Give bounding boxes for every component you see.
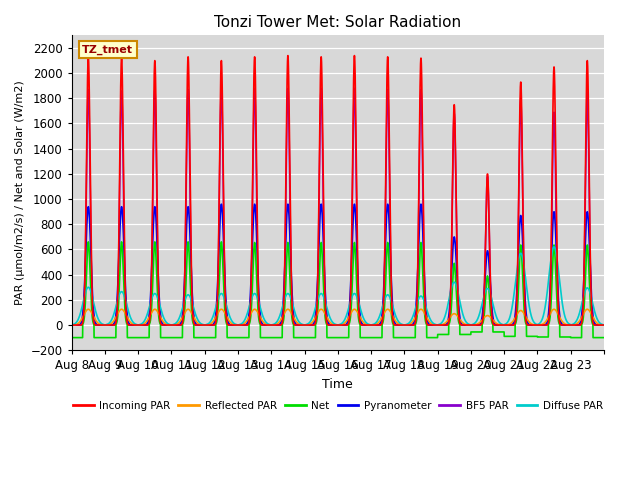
Pyranometer	[86, 236, 94, 242]
Reflected PAR	[532, 322, 540, 328]
Diffuse PAR	[550, 244, 558, 250]
Reflected PAR	[231, 322, 239, 328]
Y-axis label: PAR (μmol/m2/s) / Net and Solar (W/m2): PAR (μmol/m2/s) / Net and Solar (W/m2)	[15, 80, 25, 305]
Diffuse PAR	[532, 321, 540, 327]
Pyranometer	[206, 322, 214, 328]
BF5 PAR	[600, 322, 608, 328]
Line: Diffuse PAR: Diffuse PAR	[72, 247, 604, 325]
Diffuse PAR	[307, 318, 314, 324]
Pyranometer	[468, 322, 476, 328]
Pyranometer	[231, 322, 239, 328]
Incoming PAR	[532, 322, 540, 328]
Incoming PAR	[468, 322, 476, 328]
BF5 PAR	[532, 322, 540, 328]
Reflected PAR	[600, 322, 608, 328]
Incoming PAR	[284, 53, 292, 59]
Line: Net: Net	[72, 242, 604, 337]
Diffuse PAR	[86, 287, 94, 293]
X-axis label: Time: Time	[323, 378, 353, 391]
Net	[231, 335, 239, 340]
BF5 PAR	[468, 322, 476, 328]
BF5 PAR	[86, 196, 94, 202]
Incoming PAR	[231, 322, 239, 328]
Net	[68, 335, 76, 340]
Line: Reflected PAR: Reflected PAR	[72, 309, 604, 325]
BF5 PAR	[231, 322, 239, 328]
BF5 PAR	[206, 322, 214, 328]
Reflected PAR	[68, 322, 76, 328]
Legend: Incoming PAR, Reflected PAR, Net, Pyranometer, BF5 PAR, Diffuse PAR: Incoming PAR, Reflected PAR, Net, Pyrano…	[68, 396, 607, 415]
Diffuse PAR	[206, 320, 214, 325]
Reflected PAR	[86, 308, 94, 313]
Reflected PAR	[84, 306, 92, 312]
Reflected PAR	[307, 321, 314, 326]
Line: Incoming PAR: Incoming PAR	[72, 56, 604, 325]
Incoming PAR	[600, 322, 608, 328]
Net	[468, 329, 476, 335]
Pyranometer	[218, 201, 225, 207]
Net	[532, 334, 540, 339]
Reflected PAR	[468, 322, 476, 328]
Pyranometer	[532, 322, 540, 328]
Net	[307, 335, 314, 340]
Incoming PAR	[68, 322, 76, 328]
Pyranometer	[600, 322, 608, 328]
Diffuse PAR	[68, 322, 76, 328]
Incoming PAR	[307, 322, 314, 328]
Pyranometer	[307, 322, 314, 328]
Net	[600, 335, 608, 340]
Line: Pyranometer: Pyranometer	[72, 204, 604, 325]
Text: TZ_tmet: TZ_tmet	[83, 45, 133, 55]
Net	[84, 239, 92, 245]
Reflected PAR	[206, 322, 214, 327]
BF5 PAR	[218, 85, 225, 91]
Incoming PAR	[86, 179, 94, 185]
Title: Tonzi Tower Met: Solar Radiation: Tonzi Tower Met: Solar Radiation	[214, 15, 461, 30]
BF5 PAR	[307, 322, 314, 328]
Net	[86, 280, 94, 286]
Net	[206, 335, 214, 340]
Diffuse PAR	[600, 322, 608, 328]
BF5 PAR	[68, 322, 76, 328]
Incoming PAR	[206, 322, 214, 328]
Pyranometer	[68, 322, 76, 328]
Line: BF5 PAR: BF5 PAR	[72, 88, 604, 325]
Diffuse PAR	[231, 321, 239, 327]
Diffuse PAR	[468, 322, 476, 328]
